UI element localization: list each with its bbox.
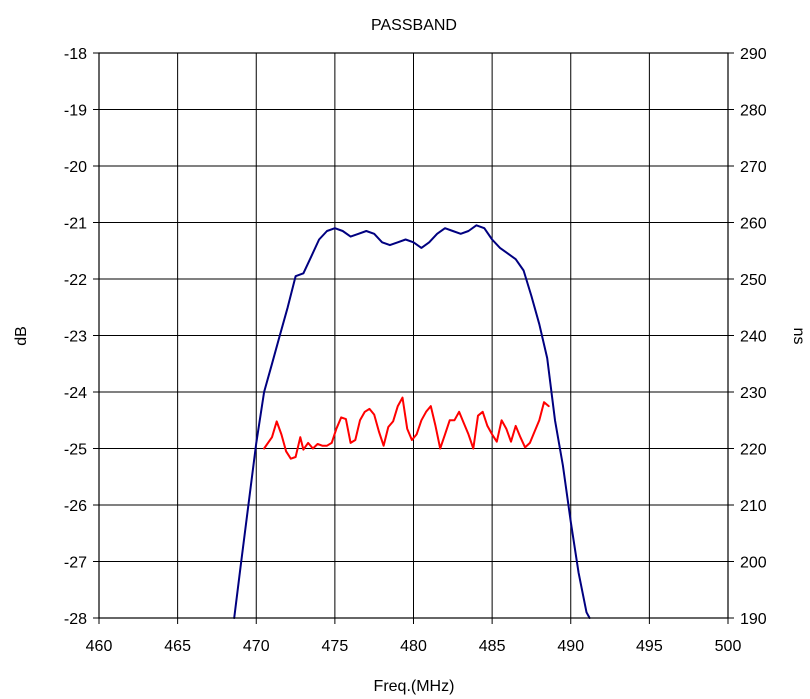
x-tick-label: 495	[636, 638, 663, 655]
y-tick-label-right: 290	[740, 46, 767, 63]
x-tick-label: 500	[715, 638, 742, 655]
y-tick-label-right: 270	[740, 159, 767, 176]
y-tick-label-left: -18	[64, 46, 87, 63]
y-tick-label-right: 230	[740, 385, 767, 402]
y-tick-label-left: -28	[64, 611, 87, 628]
y-axis-title-left: dB	[13, 326, 30, 346]
y-tick-label-left: -20	[64, 159, 87, 176]
x-tick-label: 485	[479, 638, 506, 655]
y-tick-label-right: 200	[740, 555, 767, 572]
x-axis-title: Freq.(MHz)	[374, 678, 455, 695]
insertion-loss-series-line	[233, 224, 591, 619]
y-tick-label-left: -25	[64, 442, 87, 459]
x-tick-label: 465	[164, 638, 191, 655]
y-axis-title-right: ns	[790, 328, 807, 345]
y-tick-label-left: -22	[64, 272, 87, 289]
x-tick-label: 480	[400, 638, 427, 655]
y-tick-label-right: 210	[740, 498, 767, 515]
x-tick-label: 475	[322, 638, 349, 655]
y-tick-label-left: -27	[64, 555, 87, 572]
series-layer	[233, 224, 591, 619]
x-tick-label: 470	[243, 638, 270, 655]
y-tick-label-left: -23	[64, 329, 87, 346]
grid	[99, 53, 728, 618]
x-tick-label: 460	[86, 638, 113, 655]
y-tick-label-right: 240	[740, 329, 767, 346]
y-tick-label-left: -21	[64, 216, 87, 233]
plot-frame	[93, 52, 734, 624]
y-tick-label-right: 250	[740, 272, 767, 289]
y-tick-label-left: -26	[64, 498, 87, 515]
y-tick-label-left: -19	[64, 103, 87, 120]
chart-title: PASSBAND	[371, 17, 457, 34]
x-tick-label: 490	[557, 638, 584, 655]
y-tick-label-left: -24	[64, 385, 87, 402]
y-tick-label-right: 260	[740, 216, 767, 233]
plot-area-border	[98, 52, 729, 619]
y-tick-label-right: 220	[740, 442, 767, 459]
y-tick-label-right: 190	[740, 611, 767, 628]
group-delay-series-line	[263, 396, 550, 460]
y-tick-label-right: 280	[740, 103, 767, 120]
tick-labels: 460 465 470 475 480 485 490 495 500 -18 290 -19 280 -…	[64, 46, 767, 655]
